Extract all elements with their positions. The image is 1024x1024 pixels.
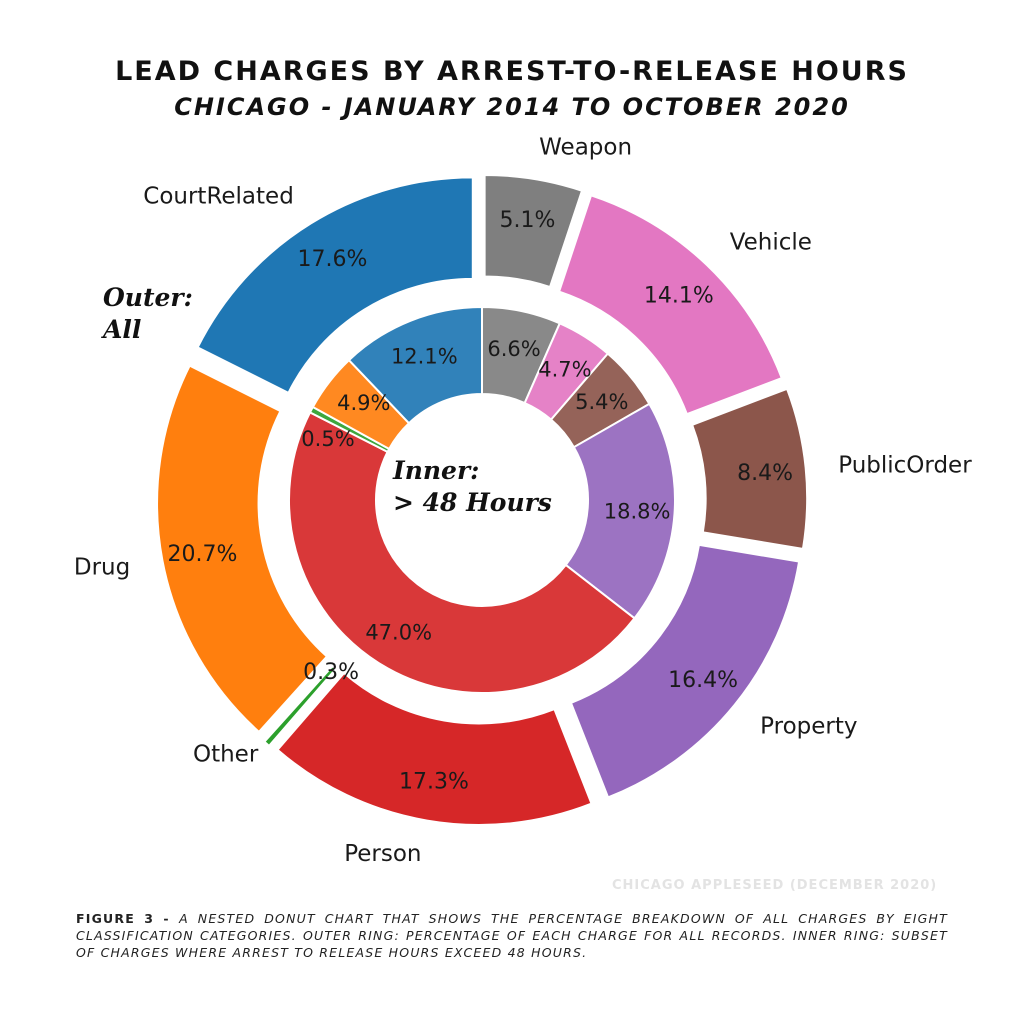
outer-slice-property <box>570 544 800 799</box>
inner-pct-label-other: 0.5% <box>301 427 354 451</box>
category-label-weapon: Weapon <box>539 135 632 161</box>
outer-pct-label-other: 0.3% <box>303 660 359 685</box>
caption-label: FIGURE 3 - <box>76 911 180 926</box>
inner-pct-label-courtrelated: 12.1% <box>391 345 458 369</box>
outer-pct-label-person: 17.3% <box>399 769 469 794</box>
outer-slice-courtrelated <box>196 176 474 394</box>
inner-slice-courtrelated <box>347 305 483 425</box>
outer-pct-label-vehicle: 14.1% <box>644 284 714 309</box>
inner-pct-label-drug: 4.9% <box>337 391 390 415</box>
category-label-drug: Drug <box>74 555 130 581</box>
outer-slice-other <box>263 665 337 747</box>
category-label-courtrelated: CourtRelated <box>143 183 294 209</box>
category-label-publicorder: PublicOrder <box>838 453 972 479</box>
category-label-person: Person <box>344 841 421 867</box>
chart-labels: 5.1% Weapon 14.1% Vehicle 8.4% PublicOrder 16.… <box>74 135 972 867</box>
figure-caption: FIGURE 3 - A NESTED DONUT CHART THAT SHO… <box>76 910 948 961</box>
caption-text: A NESTED DONUT CHART THAT SHOWS THE PERC… <box>76 911 948 960</box>
inner-slice-person <box>288 411 636 694</box>
outer-slice-drug <box>156 364 328 733</box>
inner-ring-label-line-1: Inner: <box>392 456 479 485</box>
outer-ring <box>156 174 808 826</box>
outer-slice-publicorder <box>691 388 808 550</box>
category-label-other: Other <box>193 741 259 767</box>
inner-pct-label-vehicle: 4.7% <box>538 357 591 381</box>
inner-pct-label-weapon: 6.6% <box>487 337 540 361</box>
inner-ring <box>288 305 676 694</box>
outer-pct-label-drug: 20.7% <box>168 542 238 567</box>
outer-pct-label-publicorder: 8.4% <box>737 461 793 486</box>
outer-ring-label-line-1: Outer: <box>103 283 193 312</box>
outer-slice-vehicle <box>558 194 783 415</box>
chart-title: LEAD CHARGES BY ARREST-TO-RELEASE HOURS <box>115 56 909 87</box>
inner-slice-property <box>564 402 676 620</box>
category-label-vehicle: Vehicle <box>730 230 812 256</box>
credit-watermark: CHICAGO APPLESEED (DECEMBER 2020) <box>612 878 938 893</box>
inner-pct-label-person: 47.0% <box>365 620 432 644</box>
outer-slice-weapon <box>484 174 583 288</box>
inner-ring-label-line-2: > 48 Hours <box>393 488 552 517</box>
inner-pct-label-publicorder: 5.4% <box>575 390 628 414</box>
inner-pct-label-property: 18.8% <box>604 500 671 524</box>
outer-pct-label-property: 16.4% <box>668 668 738 693</box>
outer-pct-label-weapon: 5.1% <box>499 208 555 233</box>
chart-subtitle: CHICAGO - JANUARY 2014 TO OCTOBER 2020 <box>174 93 850 121</box>
outer-slice-person <box>276 672 593 826</box>
outer-ring-label-line-2: All <box>101 315 141 344</box>
nested-donut-chart: 5.1% Weapon 14.1% Vehicle 8.4% PublicOrder 16.… <box>74 135 972 867</box>
outer-pct-label-courtrelated: 17.6% <box>298 247 368 272</box>
category-label-property: Property <box>760 713 857 739</box>
